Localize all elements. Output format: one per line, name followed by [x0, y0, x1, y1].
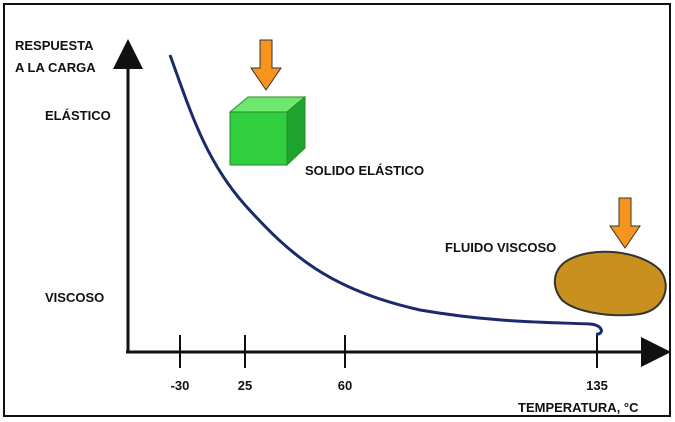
fluid-blob: [555, 252, 666, 316]
y-level: ELÁSTICO: [45, 108, 111, 123]
y-title: RESPUESTA: [15, 38, 94, 53]
x-tick-label: 135: [586, 378, 608, 393]
annotation: FLUIDO VISCOSO: [445, 240, 556, 255]
x-tick-label: 60: [338, 378, 352, 393]
diagram: RESPUESTA A LA CARGA ELÁSTICO VISCOSO -3…: [0, 0, 675, 422]
x-tick-label: 25: [238, 378, 252, 393]
solid-cube: [230, 97, 305, 165]
annotation: SOLIDO ELÁSTICO: [305, 163, 424, 178]
x-title: TEMPERATURA, °C: [518, 400, 639, 415]
y-title: A LA CARGA: [15, 60, 96, 75]
x-tick-label: -30: [171, 378, 190, 393]
frame: [4, 4, 670, 416]
y-level: VISCOSO: [45, 290, 104, 305]
